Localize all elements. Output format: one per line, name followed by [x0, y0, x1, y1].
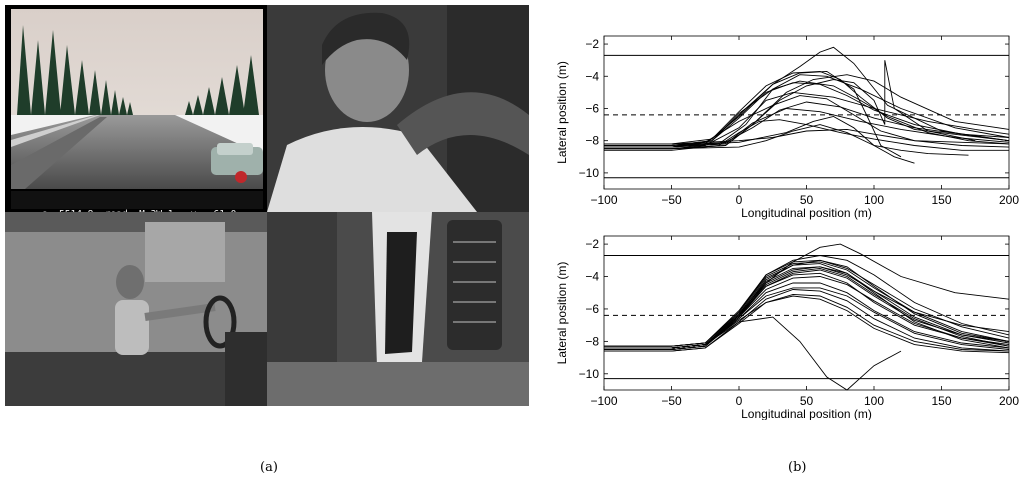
trajectory-line — [604, 261, 1010, 347]
oncoming-car — [211, 143, 263, 183]
trajectory-line — [604, 267, 1010, 349]
x-tick-label: 200 — [999, 394, 1019, 408]
trajectory-plots: −100 −50 0 50 100 150 200−2−4−6−8−10Longitudin… — [555, 35, 1019, 420]
x-tick-label: 150 — [931, 394, 951, 408]
trajectory-line — [604, 60, 976, 150]
forest-right — [185, 55, 259, 115]
y-tick-label: −6 — [585, 302, 599, 316]
trajectory-line — [604, 124, 969, 156]
x-axis-label: Longitudinal position (m) — [741, 206, 872, 220]
trajectory-line — [604, 266, 1010, 350]
plot-frame — [603, 35, 1010, 190]
simulator-video-mosaic: s =5514.8 road =M_3W_1 v = 61.0 — [5, 5, 529, 406]
x-tick-label: −100 — [590, 193, 617, 207]
y-tick-label: −10 — [579, 367, 600, 381]
pedal-camera-image — [267, 212, 529, 406]
road-view-image — [5, 5, 267, 212]
x-tick-label: 100 — [864, 193, 884, 207]
x-axis-label: Longitudinal position (m) — [741, 407, 872, 420]
x-tick-label: 150 — [931, 193, 951, 207]
x-tick-label: 200 — [999, 193, 1019, 207]
trajectory-line — [604, 295, 1010, 354]
trajectory-line — [604, 259, 1010, 347]
x-tick-label: 50 — [800, 394, 814, 408]
y-tick-label: −8 — [585, 134, 599, 148]
trajectory-line — [604, 266, 1010, 349]
trajectory-line — [604, 74, 1010, 148]
y-tick-label: −6 — [585, 101, 599, 115]
driver-face-camera-image — [267, 5, 529, 212]
plot-top: −100 −50 0 50 100 150 200 −2 −4 −6 −8 −10 Longitudin… — [555, 35, 1019, 220]
trajectory-line — [604, 263, 1010, 349]
y-axis-label: Lateral position (m) — [555, 262, 569, 365]
trajectory-line — [604, 255, 1010, 347]
trajectory-line — [604, 289, 1010, 352]
trajectory-line — [604, 243, 1010, 349]
trajectory-line — [604, 293, 1010, 352]
caption-a: (a) — [260, 460, 278, 475]
plot-bottom: −100 −50 0 50 100 150 200 −2 −4 −6 −8 −10 Longitudin… — [555, 235, 1019, 420]
x-tick-label: −50 — [661, 193, 682, 207]
trajectory-line — [604, 70, 1010, 145]
trajectory-line — [604, 119, 1009, 151]
trajectory-line — [604, 287, 1010, 350]
y-tick-label: −2 — [585, 37, 599, 51]
trajectory-line — [604, 91, 1010, 150]
caption-b: (b) — [788, 460, 807, 475]
trajectory-line — [604, 82, 1010, 146]
trajectory-line — [604, 269, 1010, 350]
y-tick-label: −2 — [585, 237, 599, 251]
trajectory-line — [604, 101, 1010, 146]
x-tick-label: −50 — [661, 394, 682, 408]
y-tick-label: −8 — [585, 334, 599, 348]
x-tick-label: 0 — [736, 394, 743, 408]
plot-frame — [603, 235, 1010, 391]
x-tick-label: 50 — [800, 193, 814, 207]
x-tick-label: −100 — [590, 394, 617, 408]
y-tick-label: −4 — [585, 270, 599, 284]
y-tick-label: −4 — [585, 69, 599, 83]
driver-side-camera-image — [5, 212, 267, 406]
trajectory-line — [604, 95, 1010, 148]
trajectory-line — [604, 282, 1010, 350]
y-axis-label: Lateral position (m) — [555, 61, 569, 164]
x-tick-label: 0 — [736, 193, 743, 207]
trajectory-line — [604, 80, 1010, 146]
trajectory-line — [604, 128, 1010, 145]
x-tick-label: 100 — [864, 394, 884, 408]
trajectory-line — [604, 272, 1010, 349]
y-tick-label: −10 — [579, 166, 600, 180]
forest-left — [17, 25, 133, 115]
